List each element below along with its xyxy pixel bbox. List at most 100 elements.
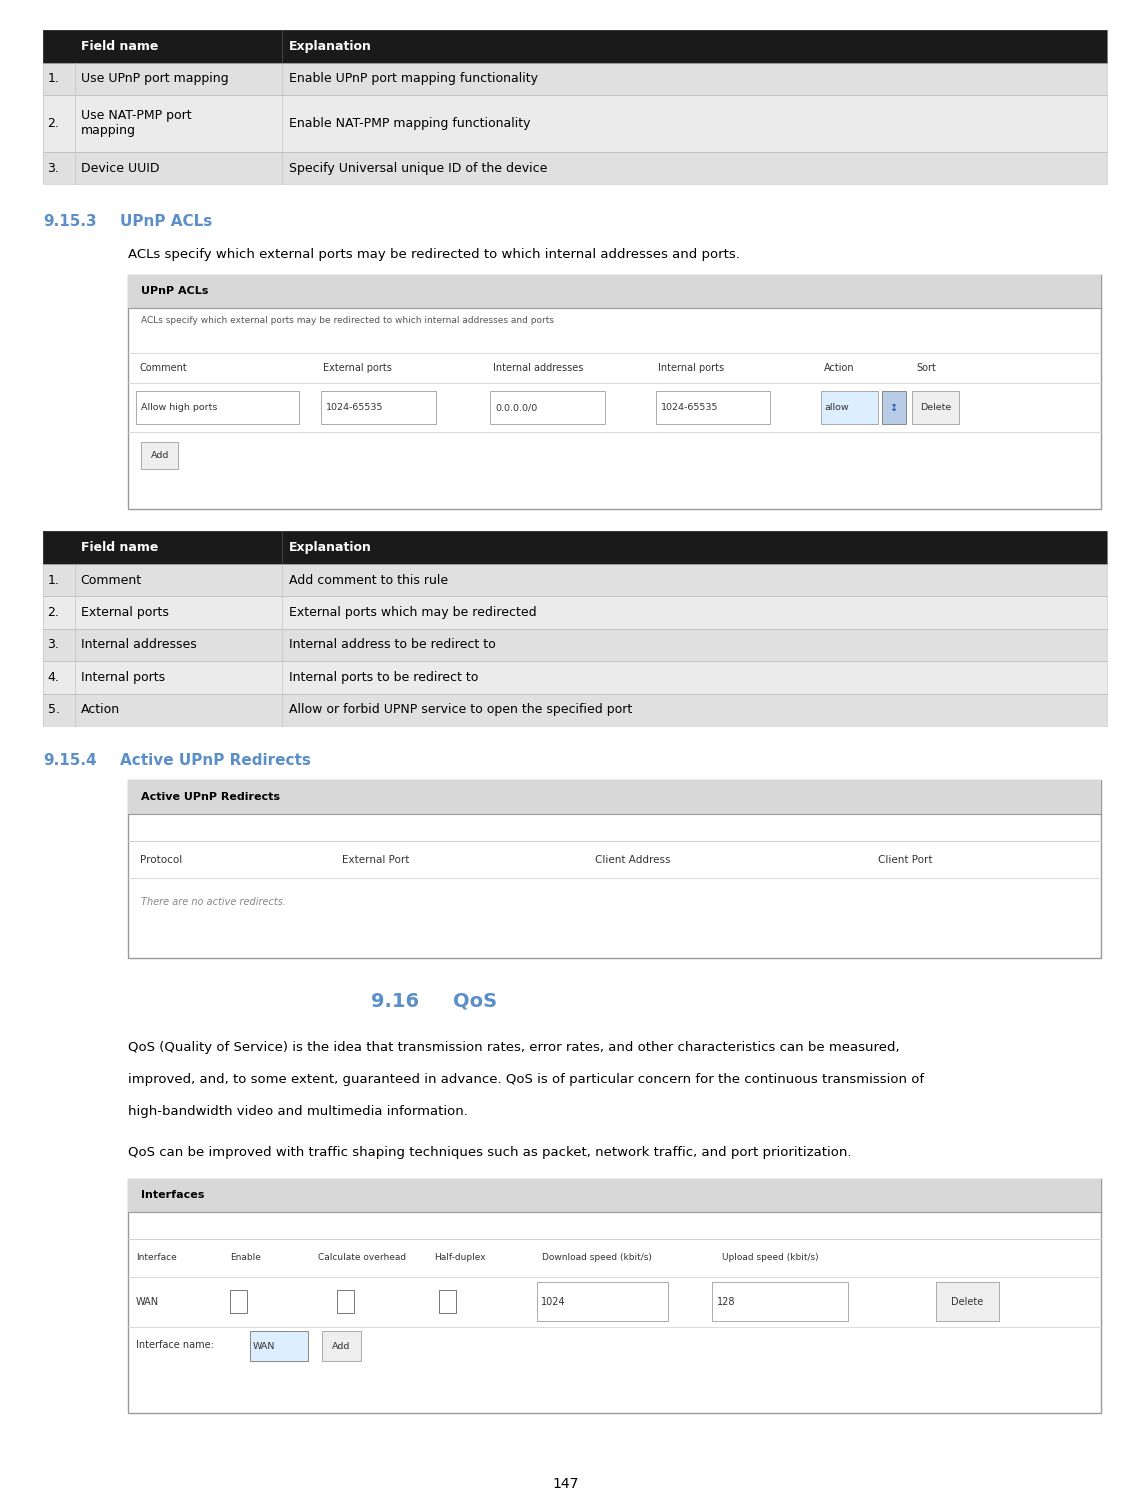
Text: 1.: 1. xyxy=(48,573,59,587)
Bar xyxy=(128,275,1101,509)
Text: Field name: Field name xyxy=(80,39,158,53)
Text: There are no active redirects.: There are no active redirects. xyxy=(142,896,286,907)
Text: Client Port: Client Port xyxy=(877,854,932,865)
Text: Internal addresses: Internal addresses xyxy=(80,638,196,652)
Bar xyxy=(490,391,604,424)
Bar xyxy=(337,1290,354,1313)
Bar xyxy=(128,780,1101,813)
Bar xyxy=(43,95,1107,152)
Text: 9.16: 9.16 xyxy=(370,991,419,1011)
Text: Upload speed (kbit/s): Upload speed (kbit/s) xyxy=(722,1254,818,1263)
Bar xyxy=(321,1331,360,1361)
Text: Allow high ports: Allow high ports xyxy=(142,403,217,412)
Bar xyxy=(43,629,1107,661)
Text: Add: Add xyxy=(332,1342,350,1351)
Text: QoS: QoS xyxy=(453,991,497,1011)
Bar xyxy=(43,564,1107,596)
Text: Delete: Delete xyxy=(952,1296,984,1307)
Bar xyxy=(43,661,1107,694)
Text: improved, and, to some extent, guaranteed in advance. QoS is of particular conce: improved, and, to some extent, guarantee… xyxy=(128,1073,924,1086)
Bar xyxy=(43,30,1107,62)
Bar xyxy=(320,391,436,424)
Text: Use NAT-PMP port
mapping: Use NAT-PMP port mapping xyxy=(80,110,191,137)
Text: UPnP ACLs: UPnP ACLs xyxy=(120,214,212,229)
Text: Specify Universal unique ID of the device: Specify Universal unique ID of the devic… xyxy=(290,161,548,175)
Text: 5.: 5. xyxy=(48,703,60,717)
Bar xyxy=(128,1179,1101,1412)
Text: Internal ports: Internal ports xyxy=(80,672,165,684)
Text: Calculate overhead: Calculate overhead xyxy=(318,1254,406,1263)
Text: Comment: Comment xyxy=(139,364,188,373)
Text: WAN: WAN xyxy=(252,1342,275,1351)
Bar xyxy=(43,63,1107,95)
Text: Explanation: Explanation xyxy=(290,542,372,554)
Text: QoS (Quality of Service) is the idea that transmission rates, error rates, and o: QoS (Quality of Service) is the idea tha… xyxy=(128,1041,900,1055)
Text: Internal address to be redirect to: Internal address to be redirect to xyxy=(290,638,496,652)
Text: Protocol: Protocol xyxy=(139,854,182,865)
Bar xyxy=(821,391,877,424)
Bar xyxy=(249,1331,308,1361)
Text: Action: Action xyxy=(80,703,120,717)
Bar xyxy=(712,1283,848,1322)
Text: allow: allow xyxy=(824,403,849,412)
Bar xyxy=(43,531,1107,564)
Text: Client Address: Client Address xyxy=(595,854,670,865)
Bar xyxy=(43,596,1107,629)
Bar xyxy=(43,95,1107,152)
Bar xyxy=(43,30,1107,62)
Bar xyxy=(43,629,1107,661)
Bar xyxy=(655,391,771,424)
Text: high-bandwidth video and multimedia information.: high-bandwidth video and multimedia info… xyxy=(128,1105,468,1118)
Text: Use UPnP port mapping: Use UPnP port mapping xyxy=(80,72,229,86)
Bar xyxy=(128,1179,1101,1212)
Bar xyxy=(230,1290,247,1313)
Text: Field name: Field name xyxy=(80,542,158,554)
Text: Half-duplex: Half-duplex xyxy=(435,1254,487,1263)
Text: Enable NAT-PMP mapping functionality: Enable NAT-PMP mapping functionality xyxy=(290,118,531,130)
Text: 3.: 3. xyxy=(48,161,59,175)
Text: 3.: 3. xyxy=(48,638,59,652)
Text: External Port: External Port xyxy=(342,854,410,865)
Text: UPnP ACLs: UPnP ACLs xyxy=(142,287,209,296)
Text: Delete: Delete xyxy=(920,403,951,412)
Text: Download speed (kbit/s): Download speed (kbit/s) xyxy=(542,1254,652,1263)
Text: 2.: 2. xyxy=(48,118,59,130)
Text: Internal ports to be redirect to: Internal ports to be redirect to xyxy=(290,672,479,684)
Text: WAN: WAN xyxy=(136,1296,158,1307)
Text: ↕: ↕ xyxy=(890,403,899,412)
Bar xyxy=(936,1283,1000,1322)
Text: Comment: Comment xyxy=(80,573,142,587)
Text: Interface: Interface xyxy=(136,1254,177,1263)
Bar xyxy=(912,391,959,424)
Bar xyxy=(43,63,1107,95)
Text: 4.: 4. xyxy=(48,672,59,684)
Text: Active UPnP Redirects: Active UPnP Redirects xyxy=(120,753,311,768)
Text: 1.: 1. xyxy=(48,72,59,86)
Text: Interfaces: Interfaces xyxy=(142,1191,205,1200)
Text: External ports which may be redirected: External ports which may be redirected xyxy=(290,607,537,619)
Text: Enable UPnP port mapping functionality: Enable UPnP port mapping functionality xyxy=(290,72,538,86)
Text: ACLs specify which external ports may be redirected to which internal addresses : ACLs specify which external ports may be… xyxy=(128,247,740,261)
Bar xyxy=(142,442,179,469)
Text: Explanation: Explanation xyxy=(290,39,372,53)
Text: 1024-65535: 1024-65535 xyxy=(661,403,719,412)
Text: Add comment to this rule: Add comment to this rule xyxy=(290,573,448,587)
Bar xyxy=(43,694,1107,726)
Bar xyxy=(128,275,1101,308)
Bar xyxy=(43,152,1107,184)
Bar xyxy=(439,1290,456,1313)
Bar xyxy=(43,152,1107,184)
Bar xyxy=(136,391,299,424)
Text: 2.: 2. xyxy=(48,607,59,619)
Text: QoS can be improved with traffic shaping techniques such as packet, network traf: QoS can be improved with traffic shaping… xyxy=(128,1145,851,1159)
Text: Allow or forbid UPNP service to open the specified port: Allow or forbid UPNP service to open the… xyxy=(290,703,633,717)
Text: Active UPnP Redirects: Active UPnP Redirects xyxy=(142,792,281,801)
Text: 128: 128 xyxy=(717,1296,735,1307)
Bar xyxy=(43,661,1107,694)
Bar xyxy=(43,531,1107,564)
Text: External ports: External ports xyxy=(80,607,169,619)
Text: Internal addresses: Internal addresses xyxy=(494,364,583,373)
Text: Enable: Enable xyxy=(230,1254,261,1263)
Bar xyxy=(43,596,1107,629)
Text: Interface name:: Interface name: xyxy=(136,1340,214,1349)
